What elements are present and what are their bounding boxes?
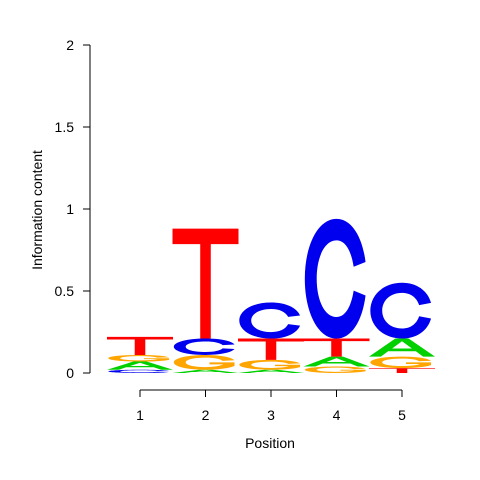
letter-a-pos4 [303, 356, 370, 367]
letter-c-pos1 [108, 369, 170, 373]
letter-t-pos5 [369, 368, 435, 373]
letter-a-pos2 [172, 369, 239, 373]
x-tick-label: 5 [398, 407, 406, 423]
y-axis-label: Information content [29, 150, 45, 270]
y-tick-label: 0.5 [55, 283, 75, 299]
x-tick-label: 2 [202, 407, 210, 423]
letter-c-pos3 [239, 302, 301, 339]
y-axis: 0 0.5 1 1.5 2 [55, 37, 91, 381]
letter-g-pos1 [108, 354, 170, 362]
letter-t-pos3 [238, 338, 304, 360]
letter-t-pos4 [303, 338, 370, 357]
y-tick-label: 1 [66, 201, 74, 217]
letter-g-pos5 [370, 356, 432, 369]
letter-t-pos1 [107, 336, 173, 355]
letter-c-pos5 [370, 282, 432, 339]
letter-g-pos2 [173, 354, 235, 370]
letter-a-pos1 [107, 361, 173, 370]
y-tick-label: 1.5 [55, 119, 75, 135]
x-tick-label: 1 [136, 407, 144, 423]
letter-g-pos4 [304, 366, 366, 373]
letter-g-pos3 [239, 359, 301, 370]
letter-t-pos2 [172, 228, 239, 339]
y-tick-label: 0 [66, 365, 74, 381]
x-axis-label: Position [245, 435, 295, 451]
letter-c-pos4 [304, 218, 366, 339]
x-tick-label: 3 [267, 407, 275, 423]
letter-a-pos3 [238, 369, 304, 373]
letter-c-pos2 [173, 338, 235, 355]
y-tick-label: 2 [66, 37, 74, 53]
x-axis: 1 2 3 4 5 [136, 389, 406, 423]
letter-a-pos5 [369, 338, 435, 357]
logo-letters [107, 218, 435, 373]
x-tick-label: 4 [333, 407, 341, 423]
